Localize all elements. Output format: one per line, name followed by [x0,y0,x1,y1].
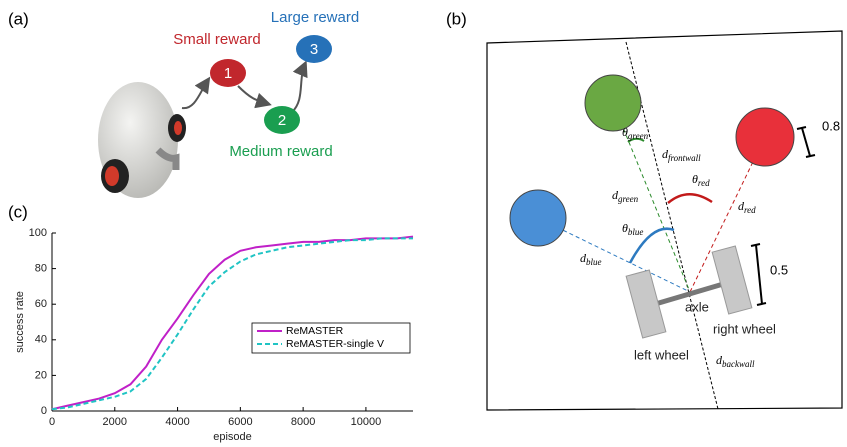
robot [98,82,186,198]
y-axis-label: success rate [14,291,26,353]
subscript: backwall [722,359,755,369]
x-tick-label: 0 [49,416,55,428]
math-label: θblue [622,221,643,237]
panel-label: (a) [8,9,29,28]
x-tick-label: 10000 [351,416,382,428]
legend-label: ReMASTER-single V [286,338,384,350]
wheel-label: right wheel [713,321,776,336]
x-tick-label: 8000 [291,416,315,428]
subscript: blue [586,257,602,267]
y-tick-label: 80 [35,263,47,275]
node-caption: Large reward [271,9,359,26]
math-label: dblue [580,251,602,267]
subscript: red [698,178,710,188]
figure: (a) (b) (c) 1 2 3 Small reward Medium re… [0,0,847,447]
math-label: dgreen [612,188,639,204]
arrow [292,64,305,112]
arrow [238,86,268,104]
subscript: blue [628,227,644,237]
node-label: 1 [224,65,232,82]
panel-label: (b) [446,9,467,28]
wheel [712,246,752,314]
x-tick-label: 4000 [165,416,189,428]
subscript: red [744,205,756,215]
math-label: dbackwall [716,353,755,369]
math-label: dfrontwall [662,147,701,163]
y-tick-label: 40 [35,334,47,346]
angle-arc [668,194,712,203]
x-tick-label: 6000 [228,416,252,428]
scale-label: 0.5 [770,262,788,277]
math-label: θred [692,172,710,188]
panel-label: (c) [8,202,28,221]
wheel-label: left wheel [634,347,689,362]
legend-label: ReMASTER [286,325,344,337]
x-axis-label: episode [213,431,252,443]
node-label: 2 [278,112,286,129]
math-label: θgreen [622,125,649,141]
y-tick-label: 60 [35,298,47,310]
green-target [585,75,641,131]
y-tick-label: 100 [29,227,47,239]
chart: 0 20 40 60 80 100 0 2000 4000 6000 8000 10000 episod… [14,227,413,443]
node-caption: Small reward [173,31,261,48]
subscript: green [618,194,639,204]
node-label: 3 [310,41,318,58]
subscript: frontwall [668,153,701,163]
subscript: green [628,131,649,141]
axle-label: axle [685,299,709,314]
blue-target [510,190,566,246]
red-target [736,108,794,166]
arrow [182,80,208,108]
y-tick-label: 20 [35,369,47,381]
math-label: dred [738,199,756,215]
y-tick-label: 0 [41,405,47,417]
node-caption: Medium reward [229,143,332,160]
scale-label: 0.8 [822,118,840,133]
x-tick-label: 2000 [103,416,127,428]
